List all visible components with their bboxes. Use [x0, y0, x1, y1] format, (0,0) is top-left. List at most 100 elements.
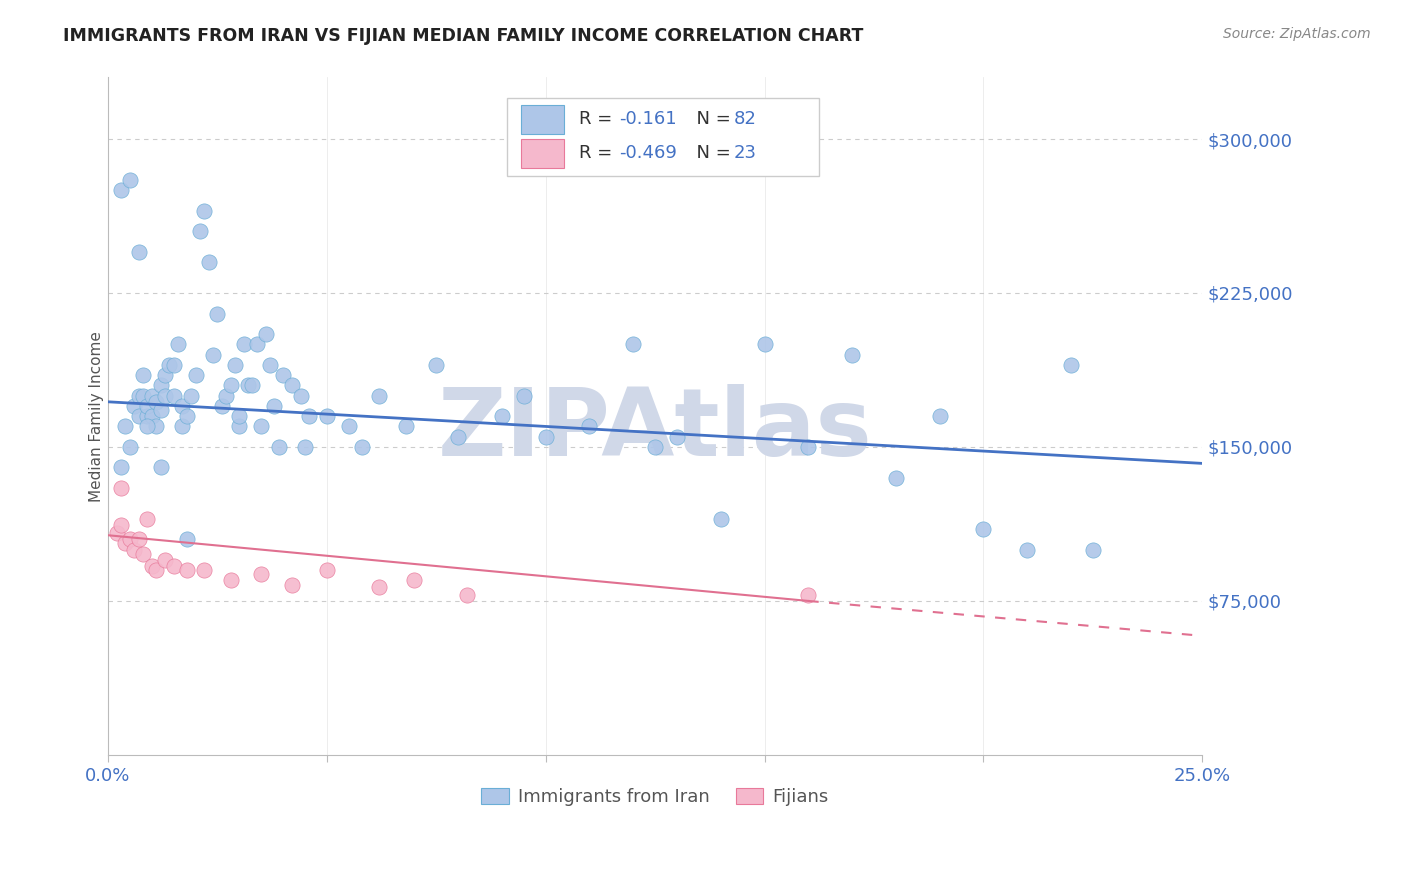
Point [259, 358, 281, 372]
Text: N =: N = [685, 111, 737, 128]
Point [797, 440, 820, 454]
Point [145, 419, 167, 434]
Point [350, 440, 373, 454]
Point [128, 409, 150, 424]
Point [153, 389, 176, 403]
Point [315, 409, 337, 424]
Point [145, 563, 167, 577]
Point [110, 183, 132, 197]
Point [232, 337, 254, 351]
Point [425, 358, 447, 372]
Text: -0.161: -0.161 [619, 111, 676, 128]
Point [1060, 358, 1083, 372]
Point [394, 419, 416, 434]
Point [149, 460, 172, 475]
Point [122, 399, 145, 413]
Text: -0.469: -0.469 [619, 145, 676, 162]
Point [665, 430, 688, 444]
Point [250, 419, 273, 434]
Point [180, 389, 202, 403]
Y-axis label: Median Family Income: Median Family Income [90, 331, 104, 501]
Point [202, 348, 225, 362]
Point [315, 563, 337, 577]
Point [149, 403, 172, 417]
Point [136, 512, 159, 526]
Point [368, 580, 391, 594]
Point [141, 409, 163, 424]
Text: R =: R = [578, 111, 617, 128]
Point [153, 368, 176, 383]
Point [132, 368, 155, 383]
Point [136, 399, 159, 413]
Text: R =: R = [578, 145, 617, 162]
Point [128, 244, 150, 259]
Text: 82: 82 [734, 111, 756, 128]
Point [215, 389, 238, 403]
Point [141, 389, 163, 403]
Point [1081, 542, 1104, 557]
Point [132, 547, 155, 561]
Point [163, 389, 186, 403]
Point [153, 553, 176, 567]
Point [105, 526, 128, 541]
Point [224, 358, 246, 372]
Point [157, 358, 180, 372]
Point [176, 409, 198, 424]
Point [290, 389, 312, 403]
Point [184, 368, 207, 383]
Point [132, 389, 155, 403]
Point [219, 574, 242, 588]
Point [176, 533, 198, 547]
Point [197, 255, 219, 269]
Point [236, 378, 259, 392]
Point [1017, 542, 1039, 557]
Point [271, 368, 294, 383]
Text: IMMIGRANTS FROM IRAN VS FIJIAN MEDIAN FAMILY INCOME CORRELATION CHART: IMMIGRANTS FROM IRAN VS FIJIAN MEDIAN FA… [63, 27, 863, 45]
Point [884, 471, 907, 485]
Point [211, 399, 233, 413]
Point [136, 409, 159, 424]
Point [754, 337, 776, 351]
Point [281, 378, 304, 392]
Text: N =: N = [685, 145, 737, 162]
Point [281, 577, 304, 591]
Point [491, 409, 513, 424]
Point [122, 542, 145, 557]
Point [267, 440, 290, 454]
FancyBboxPatch shape [520, 139, 564, 168]
Point [456, 588, 478, 602]
Point [172, 399, 194, 413]
FancyBboxPatch shape [508, 98, 820, 176]
Point [163, 559, 186, 574]
Point [193, 203, 215, 218]
Point [710, 512, 733, 526]
Point [337, 419, 360, 434]
Point [141, 559, 163, 574]
Point [219, 378, 242, 392]
Text: ZIPAtlas: ZIPAtlas [437, 384, 873, 475]
Point [797, 588, 820, 602]
Point [368, 389, 391, 403]
Point [163, 358, 186, 372]
Point [188, 224, 211, 238]
Point [294, 440, 316, 454]
Point [114, 419, 136, 434]
Point [110, 481, 132, 495]
Point [118, 440, 141, 454]
Point [263, 399, 285, 413]
Point [254, 327, 277, 342]
Point [246, 337, 269, 351]
Point [928, 409, 950, 424]
Point [149, 378, 172, 392]
Point [136, 419, 159, 434]
Point [172, 419, 194, 434]
Point [110, 460, 132, 475]
Point [513, 389, 536, 403]
Point [128, 389, 150, 403]
Point [841, 348, 863, 362]
Point [972, 522, 994, 536]
Point [145, 394, 167, 409]
Text: Source: ZipAtlas.com: Source: ZipAtlas.com [1223, 27, 1371, 41]
Point [118, 173, 141, 187]
Point [207, 306, 229, 320]
